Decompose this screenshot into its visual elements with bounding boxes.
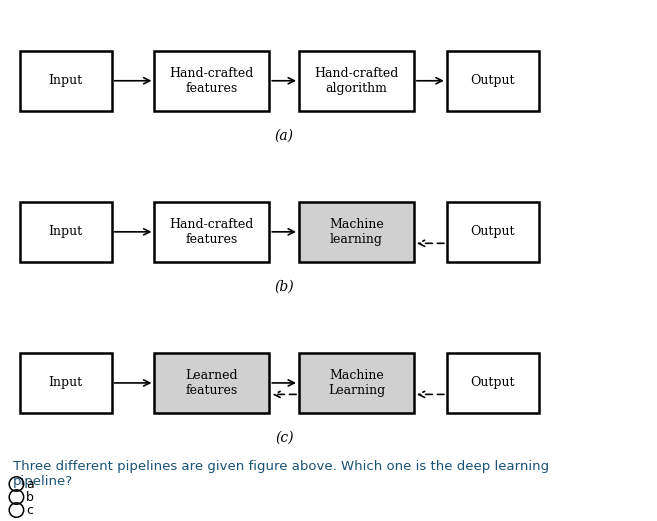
FancyBboxPatch shape bbox=[447, 202, 539, 262]
FancyBboxPatch shape bbox=[154, 353, 269, 413]
Text: Output: Output bbox=[470, 226, 515, 238]
Text: Learned
features: Learned features bbox=[185, 369, 238, 397]
Text: Input: Input bbox=[49, 226, 83, 238]
FancyBboxPatch shape bbox=[154, 202, 269, 262]
Text: c: c bbox=[26, 504, 34, 516]
FancyBboxPatch shape bbox=[299, 51, 414, 111]
FancyBboxPatch shape bbox=[299, 202, 414, 262]
Text: Hand-crafted
features: Hand-crafted features bbox=[170, 218, 254, 246]
Text: (b): (b) bbox=[275, 280, 294, 294]
Text: Input: Input bbox=[49, 377, 83, 389]
Text: (c): (c) bbox=[275, 431, 294, 445]
Text: Output: Output bbox=[470, 75, 515, 87]
Text: Hand-crafted
algorithm: Hand-crafted algorithm bbox=[314, 67, 399, 95]
FancyBboxPatch shape bbox=[20, 202, 112, 262]
Text: Three different pipelines are given figure above. Which one is the deep learning: Three different pipelines are given figu… bbox=[13, 460, 549, 488]
Text: Input: Input bbox=[49, 75, 83, 87]
Text: a: a bbox=[26, 478, 34, 490]
FancyBboxPatch shape bbox=[447, 51, 539, 111]
Text: Output: Output bbox=[470, 377, 515, 389]
FancyBboxPatch shape bbox=[20, 51, 112, 111]
FancyBboxPatch shape bbox=[20, 353, 112, 413]
Text: (a): (a) bbox=[275, 129, 294, 143]
Text: b: b bbox=[26, 491, 34, 503]
Text: Machine
learning: Machine learning bbox=[329, 218, 384, 246]
FancyBboxPatch shape bbox=[154, 51, 269, 111]
Text: Hand-crafted
features: Hand-crafted features bbox=[170, 67, 254, 95]
FancyBboxPatch shape bbox=[299, 353, 414, 413]
FancyBboxPatch shape bbox=[447, 353, 539, 413]
Text: Machine
Learning: Machine Learning bbox=[328, 369, 385, 397]
